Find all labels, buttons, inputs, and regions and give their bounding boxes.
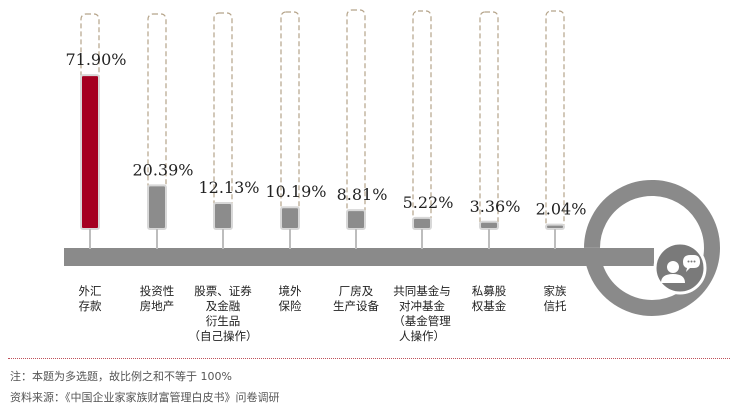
- value-label: 20.39%: [132, 160, 193, 179]
- bar: [80, 74, 100, 230]
- value-label: 12.13%: [198, 178, 259, 197]
- bar: [147, 184, 167, 231]
- footnote: 注：本题为多选题，故比例之和不等于 100%: [10, 370, 232, 383]
- value-label: 2.04%: [536, 200, 587, 219]
- category-label: 共同基金与对冲基金（基金管理人操作）: [393, 284, 451, 343]
- bar: [479, 220, 499, 231]
- bar-outline: [545, 10, 565, 230]
- value-label: 71.90%: [65, 50, 126, 69]
- icon-circle: [653, 241, 707, 295]
- baseline-track: [64, 248, 654, 266]
- bar: [213, 202, 233, 230]
- bars: [80, 74, 565, 231]
- baseline-group: [64, 179, 720, 316]
- baseline-arc: [584, 179, 720, 316]
- bar: [280, 206, 300, 231]
- bar: [545, 223, 565, 230]
- category-label: 家族信托: [544, 284, 567, 313]
- bar-stems: [89, 229, 556, 249]
- bar: [412, 216, 432, 230]
- footer-divider: [8, 358, 730, 359]
- category-label: 私募股权基金: [472, 284, 507, 313]
- category-label: 外汇存款: [79, 284, 102, 313]
- value-label: 5.22%: [403, 193, 454, 212]
- category-label: 股票、证券及金融衍生品（自己操作）: [189, 284, 258, 343]
- bar: [346, 209, 366, 231]
- value-label: 8.81%: [337, 185, 388, 204]
- people-chat-icon: [661, 255, 700, 283]
- category-label: 厂房及生产设备: [333, 284, 379, 313]
- value-label: 10.19%: [265, 182, 326, 201]
- category-label: 境外保险: [279, 284, 302, 313]
- category-label: 投资性房地产: [140, 284, 175, 313]
- value-label: 3.36%: [470, 197, 521, 216]
- value-labels: 71.90% 20.39% 12.13% 10.19% 8.81% 5.22% 3.36% 2…: [65, 50, 586, 219]
- source-note: 资料来源：《中国企业家家族财富管理白皮书》问卷调研: [10, 391, 280, 404]
